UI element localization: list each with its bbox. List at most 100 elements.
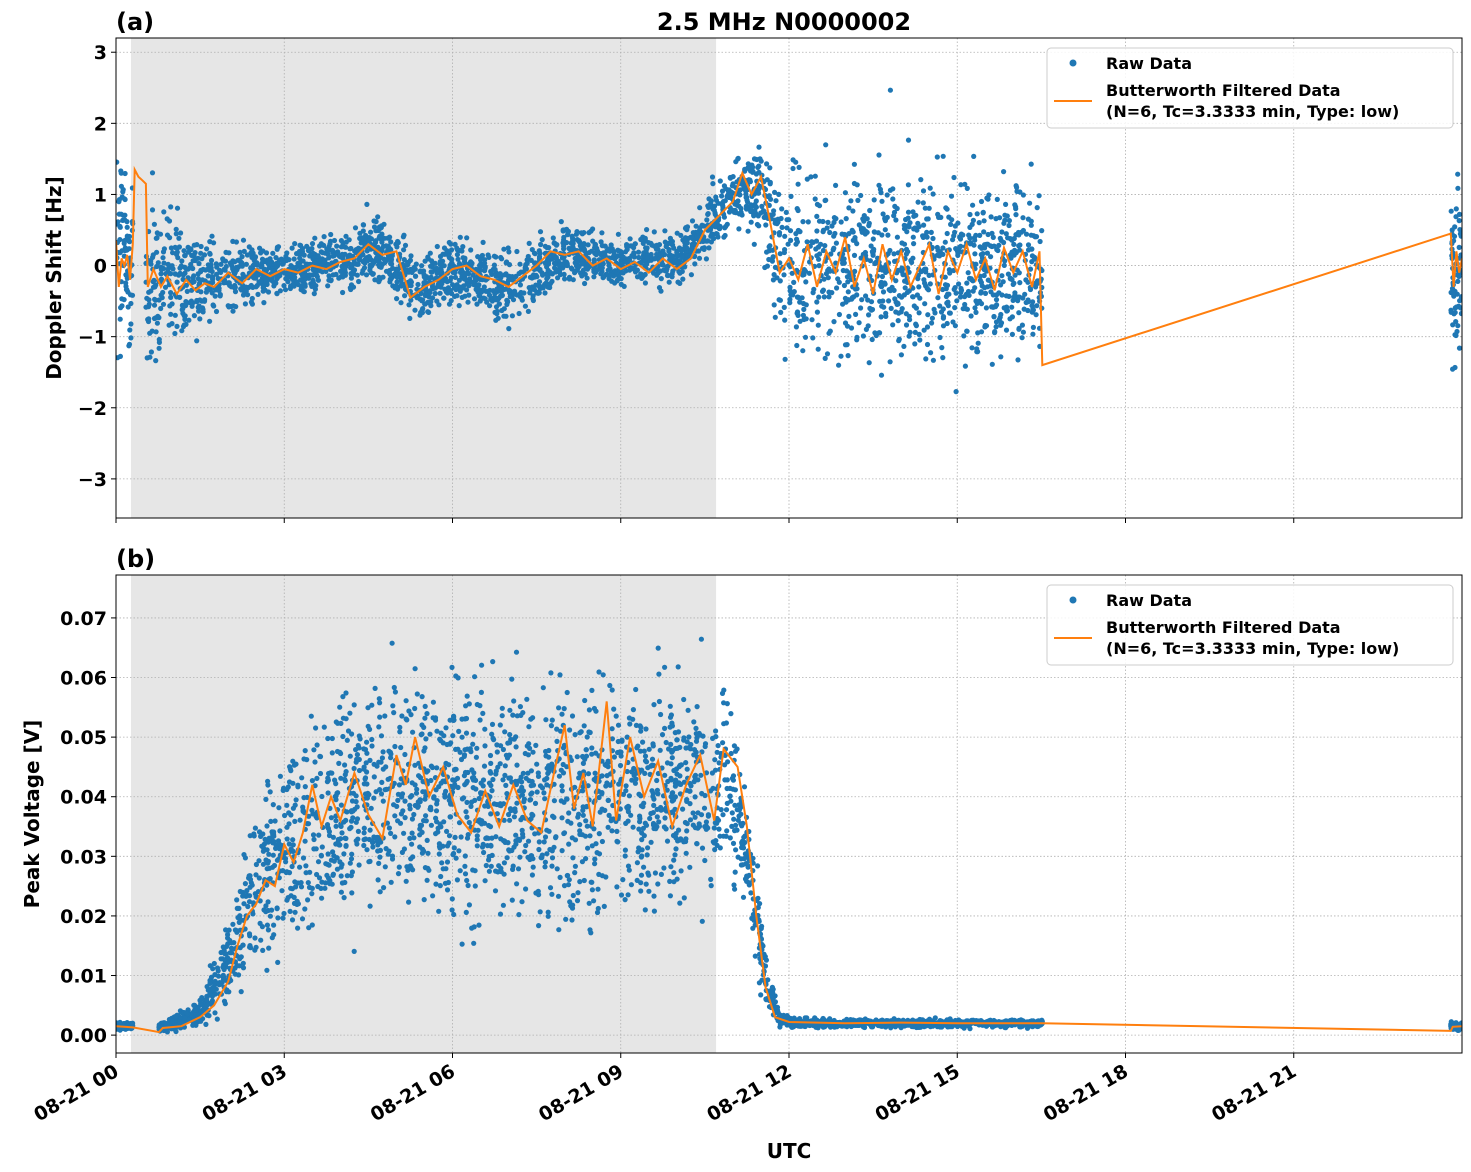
raw-data-point [569, 917, 575, 923]
raw-data-point [326, 273, 332, 279]
raw-data-point [286, 779, 293, 785]
raw-data-point [230, 308, 236, 314]
raw-data-point [891, 251, 897, 257]
raw-data-point [894, 234, 901, 240]
raw-data-point [606, 262, 612, 269]
raw-data-point [766, 244, 772, 250]
raw-data-point [1010, 281, 1016, 287]
raw-data-point [388, 239, 394, 245]
raw-data-point [821, 276, 827, 282]
raw-data-point [980, 210, 986, 216]
raw-data-point [750, 168, 756, 175]
raw-data-point [632, 241, 638, 247]
raw-data-point [240, 237, 247, 243]
raw-data-point [240, 965, 247, 971]
raw-data-point [594, 267, 601, 273]
raw-data-point [638, 724, 644, 730]
raw-data-point [191, 242, 197, 248]
raw-data-point [694, 841, 700, 847]
raw-data-point [663, 243, 669, 250]
raw-data-point [689, 246, 696, 252]
raw-data-point [981, 267, 987, 273]
raw-data-point [586, 230, 592, 236]
raw-data-point [422, 703, 428, 710]
raw-data-point [568, 265, 575, 271]
raw-data-point [929, 315, 936, 321]
raw-data-point [372, 277, 378, 283]
raw-data-point [1002, 217, 1008, 223]
raw-data-point [168, 294, 174, 300]
raw-data-point [513, 832, 519, 838]
raw-data-point [840, 301, 846, 307]
raw-data-point [943, 205, 949, 211]
raw-data-point [485, 252, 491, 258]
raw-data-point [620, 791, 627, 798]
raw-data-point [514, 248, 520, 255]
raw-data-point [289, 863, 295, 870]
raw-data-point [421, 897, 427, 903]
raw-data-point [935, 211, 941, 217]
raw-data-point [680, 806, 686, 812]
raw-data-point [981, 272, 987, 279]
raw-data-point [672, 257, 679, 263]
raw-data-point [254, 260, 260, 266]
raw-data-point [517, 261, 523, 267]
raw-data-point [509, 313, 515, 319]
raw-data-point [876, 330, 882, 336]
raw-data-point [898, 352, 905, 358]
raw-data-point [292, 909, 298, 915]
raw-data-point [654, 242, 660, 248]
raw-data-point [434, 765, 440, 771]
raw-data-point [317, 753, 323, 760]
raw-data-point [870, 236, 876, 242]
raw-data-point [943, 286, 949, 292]
raw-data-point [296, 248, 303, 255]
raw-data-point [664, 272, 671, 279]
raw-data-point [311, 747, 317, 753]
raw-data-point [893, 309, 899, 315]
raw-data-point [549, 278, 555, 284]
raw-data-point [255, 291, 261, 297]
raw-data-point [1016, 270, 1022, 276]
raw-data-point [550, 235, 556, 241]
raw-data-point [910, 294, 916, 300]
raw-data-point [165, 267, 171, 273]
raw-data-point [823, 142, 829, 148]
raw-data-point [620, 254, 627, 260]
raw-data-point [942, 274, 948, 280]
raw-data-point [344, 737, 350, 743]
raw-data-point [913, 305, 920, 311]
raw-data-point [553, 267, 560, 273]
raw-data-point [146, 301, 152, 307]
raw-data-point [408, 253, 414, 259]
raw-data-point [949, 217, 955, 223]
raw-data-point [195, 276, 201, 282]
raw-data-point [401, 247, 407, 253]
raw-data-point [494, 308, 500, 314]
raw-data-point [926, 272, 932, 278]
raw-data-point [921, 222, 927, 228]
raw-data-point [304, 757, 310, 763]
raw-data-point [784, 225, 790, 231]
raw-data-point [869, 249, 876, 255]
raw-data-point [428, 822, 434, 828]
raw-data-point [402, 798, 408, 804]
raw-data-point [349, 890, 355, 896]
raw-data-point [992, 330, 998, 336]
raw-data-point [570, 277, 576, 283]
raw-data-point [629, 266, 635, 272]
raw-data-point [979, 255, 986, 261]
raw-data-point [812, 196, 818, 202]
raw-data-point [349, 798, 356, 804]
raw-data-point [1458, 295, 1462, 301]
raw-data-point [615, 722, 622, 728]
raw-data-point [955, 252, 961, 258]
raw-data-point [814, 228, 820, 234]
raw-data-point [174, 279, 180, 285]
raw-data-point [360, 267, 366, 274]
raw-data-point [767, 165, 773, 171]
raw-data-point [920, 233, 926, 239]
raw-data-point [211, 303, 217, 309]
